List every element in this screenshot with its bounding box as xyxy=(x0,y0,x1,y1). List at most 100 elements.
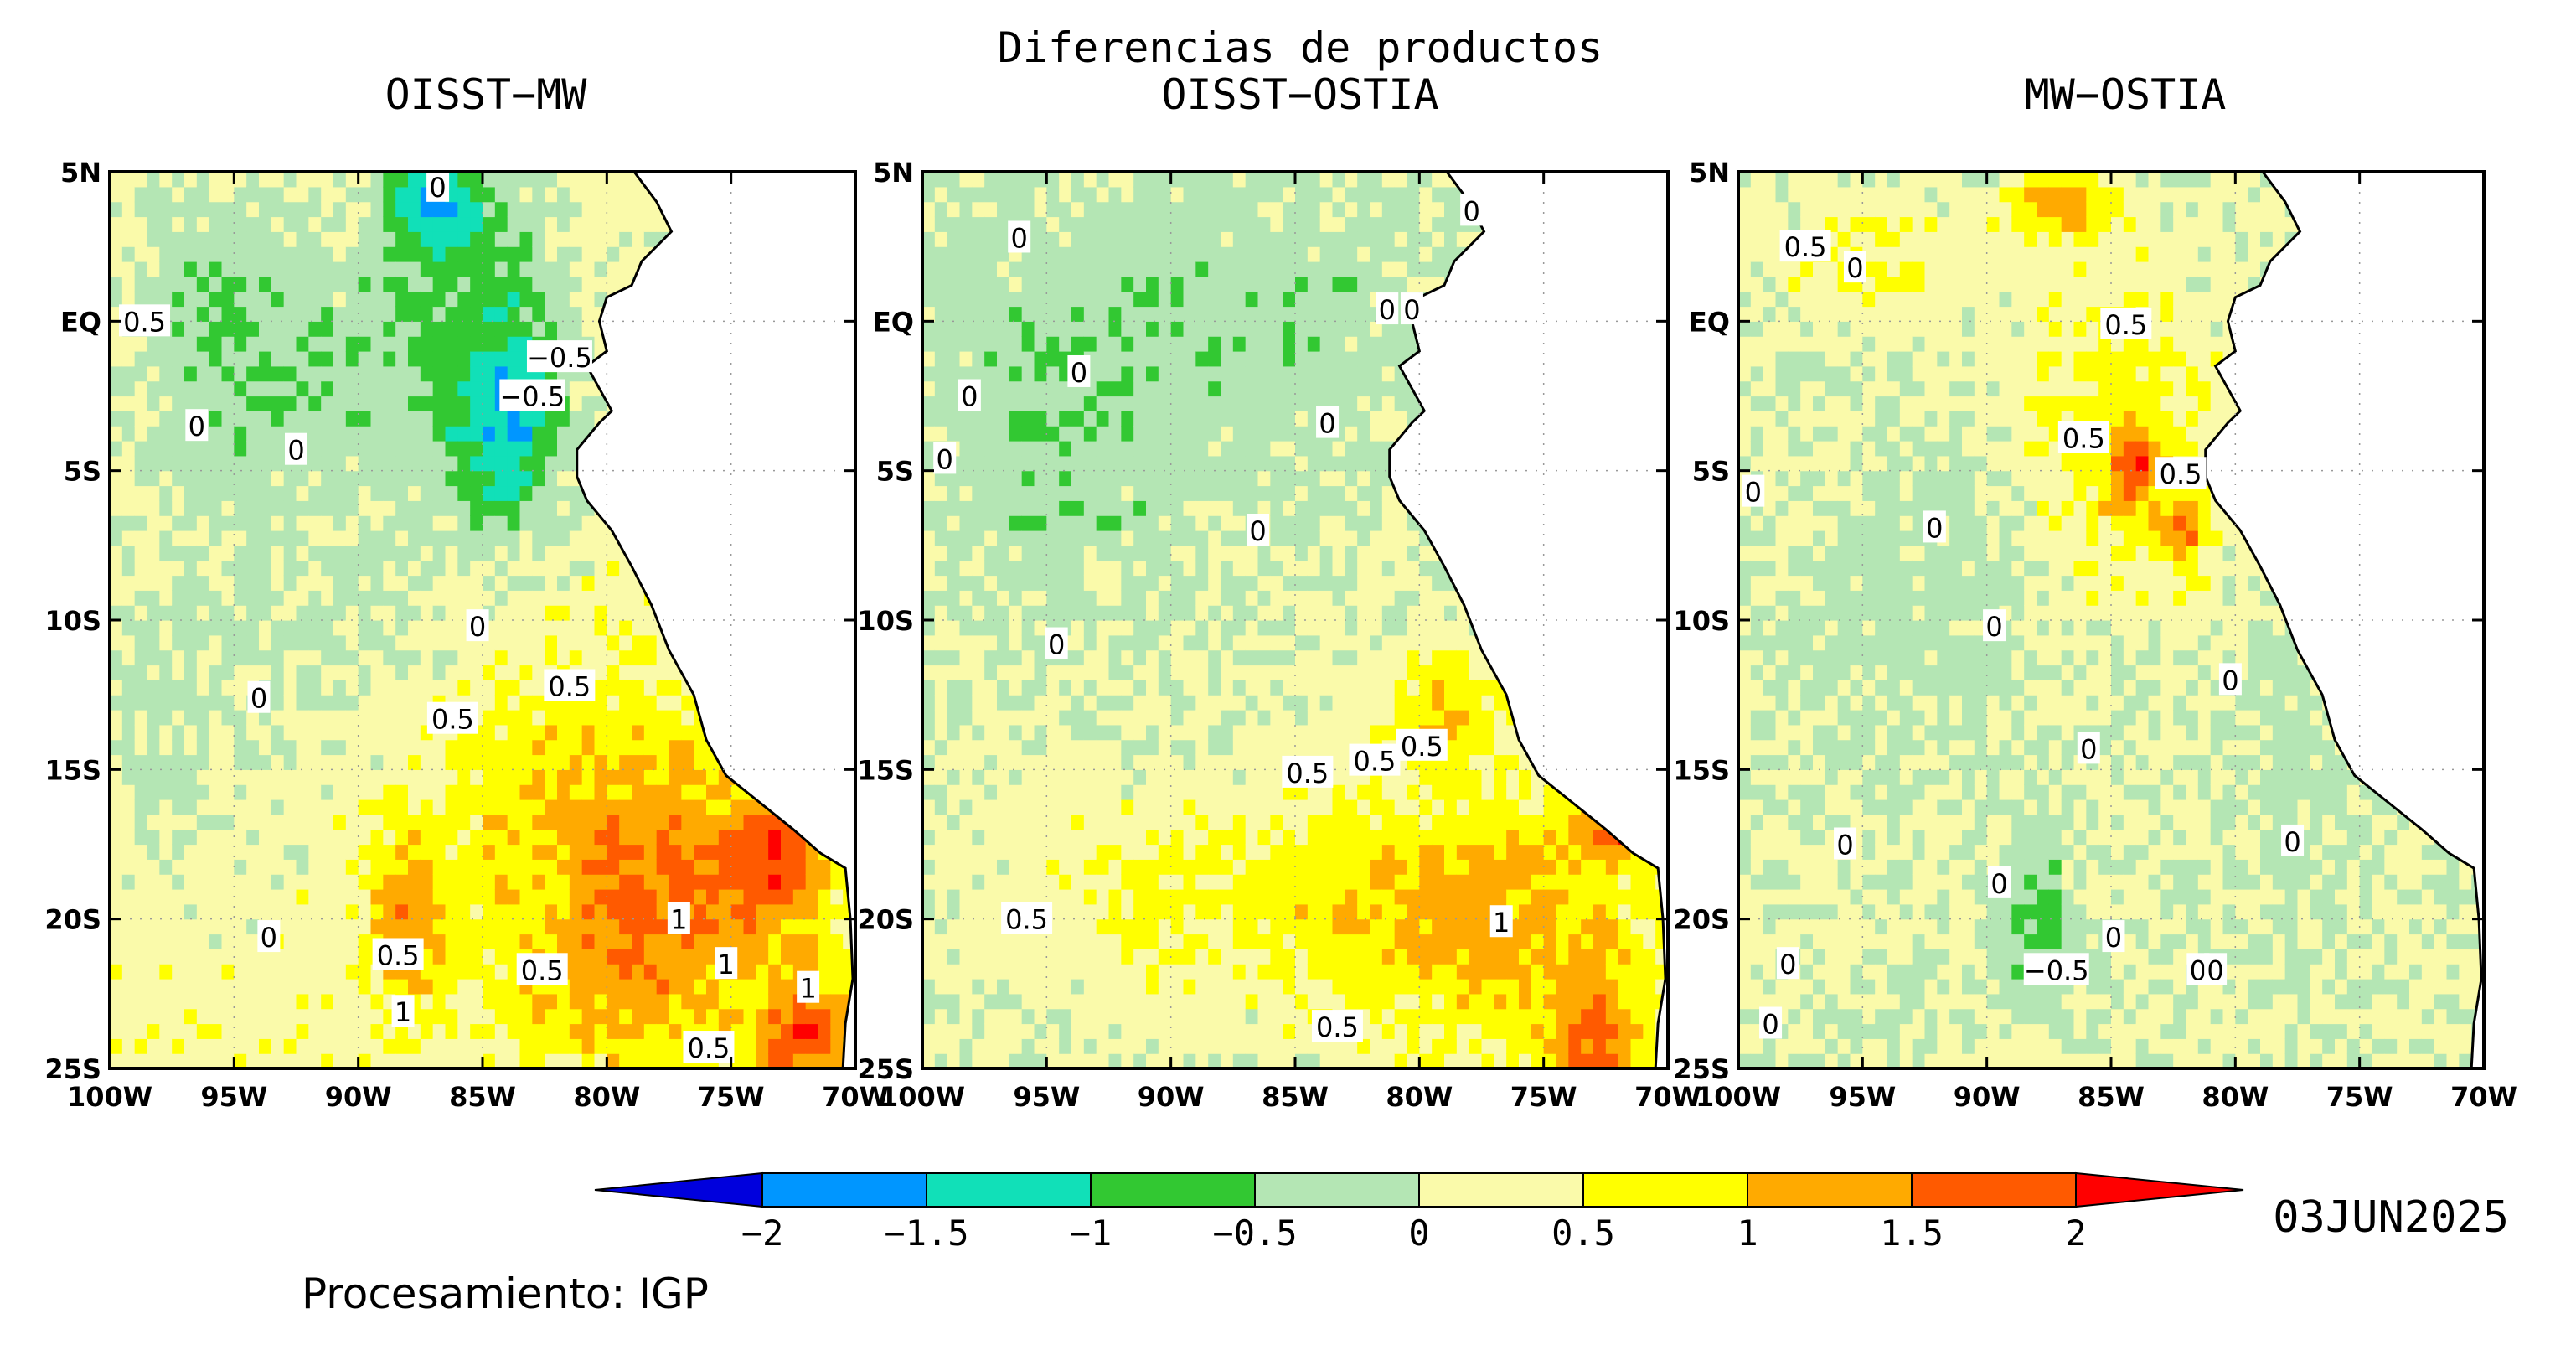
field-cell xyxy=(271,739,285,756)
field-cell xyxy=(594,1053,607,1068)
field-cell xyxy=(594,530,607,546)
field-cell xyxy=(922,515,936,531)
field-cell xyxy=(557,993,570,1010)
field-cell xyxy=(922,903,936,920)
field-cell xyxy=(246,799,260,815)
field-cell xyxy=(569,545,583,561)
field-cell xyxy=(408,918,421,935)
field-cell xyxy=(781,918,794,935)
field-cell xyxy=(1096,634,1110,651)
field-cell xyxy=(545,739,558,756)
field-cell xyxy=(1195,964,1209,980)
field-cell xyxy=(1158,426,1172,442)
field-cell xyxy=(619,665,632,680)
field-cell xyxy=(532,634,545,651)
field-cell xyxy=(470,918,483,935)
field-cell xyxy=(321,769,334,785)
field-cell xyxy=(370,560,384,577)
field-cell xyxy=(1071,500,1085,516)
field-cell xyxy=(594,754,607,770)
field-cell xyxy=(997,784,1010,800)
field-cell xyxy=(519,695,533,711)
field-cell xyxy=(271,620,285,636)
field-cell xyxy=(1121,396,1134,411)
field-cell xyxy=(1059,1038,1072,1054)
field-cell xyxy=(259,485,272,501)
field-cell xyxy=(1059,500,1072,516)
field-cell xyxy=(656,918,670,935)
field-cell xyxy=(110,993,123,1010)
field-cell xyxy=(632,186,645,203)
field-cell xyxy=(656,934,670,949)
field-cell xyxy=(718,784,732,800)
field-cell xyxy=(445,918,458,935)
field-cell xyxy=(1009,754,1023,770)
field-cell xyxy=(1083,291,1097,308)
field-cell xyxy=(594,276,607,292)
field-cell xyxy=(972,680,985,696)
field-cell xyxy=(947,216,961,232)
field-cell xyxy=(134,680,148,696)
field-cell xyxy=(743,799,756,815)
field-cell xyxy=(607,575,620,591)
field-cell xyxy=(147,739,160,756)
field-cell xyxy=(121,829,136,846)
field-cell xyxy=(1158,784,1172,800)
field-cell xyxy=(934,216,948,232)
field-cell xyxy=(333,605,347,621)
field-cell xyxy=(358,485,372,501)
field-cell xyxy=(445,903,458,920)
field-cell xyxy=(308,784,322,800)
field-cell xyxy=(997,411,1010,427)
field-cell xyxy=(494,680,508,696)
field-cell xyxy=(581,306,596,322)
field-cell xyxy=(1021,560,1035,577)
field-cell xyxy=(110,949,123,965)
field-cell xyxy=(308,829,322,846)
field-cell xyxy=(1046,560,1060,577)
field-cell xyxy=(934,261,948,277)
field-cell xyxy=(147,291,160,308)
field-cell xyxy=(283,918,297,935)
field-cell xyxy=(984,261,998,277)
field-cell xyxy=(1071,993,1085,1010)
field-cell xyxy=(494,695,508,711)
field-cell xyxy=(147,231,160,247)
field-cell xyxy=(1021,695,1035,711)
field-cell xyxy=(134,964,148,980)
field-cell xyxy=(922,649,936,666)
field-cell xyxy=(159,351,173,367)
field-cell xyxy=(1096,710,1110,726)
field-cell xyxy=(110,934,123,949)
field-cell xyxy=(308,186,322,203)
field-cell xyxy=(432,964,447,980)
field-cell xyxy=(1021,605,1035,621)
field-cell xyxy=(121,216,136,232)
field-cell xyxy=(743,949,756,965)
field-cell xyxy=(494,784,508,800)
field-cell xyxy=(483,710,496,726)
field-cell xyxy=(147,172,160,188)
field-cell xyxy=(172,680,185,696)
field-cell xyxy=(333,276,347,292)
field-cell xyxy=(1170,724,1185,741)
field-cell xyxy=(134,261,148,277)
field-cell xyxy=(1158,918,1172,935)
field-cell xyxy=(1071,829,1085,846)
field-cell xyxy=(507,560,521,577)
field-cell xyxy=(308,261,322,277)
field-cell xyxy=(147,500,160,516)
field-cell xyxy=(669,695,682,711)
field-cell xyxy=(581,605,596,621)
field-cell xyxy=(632,246,645,262)
field-cell xyxy=(768,964,782,980)
field-cell xyxy=(457,739,471,756)
field-cell xyxy=(296,246,309,262)
field-cell xyxy=(259,874,272,890)
field-cell xyxy=(271,441,285,457)
field-cell xyxy=(420,605,434,621)
field-cell xyxy=(221,1053,235,1068)
field-cell xyxy=(519,201,533,218)
field-cell xyxy=(1021,411,1035,427)
field-cell xyxy=(432,979,447,995)
